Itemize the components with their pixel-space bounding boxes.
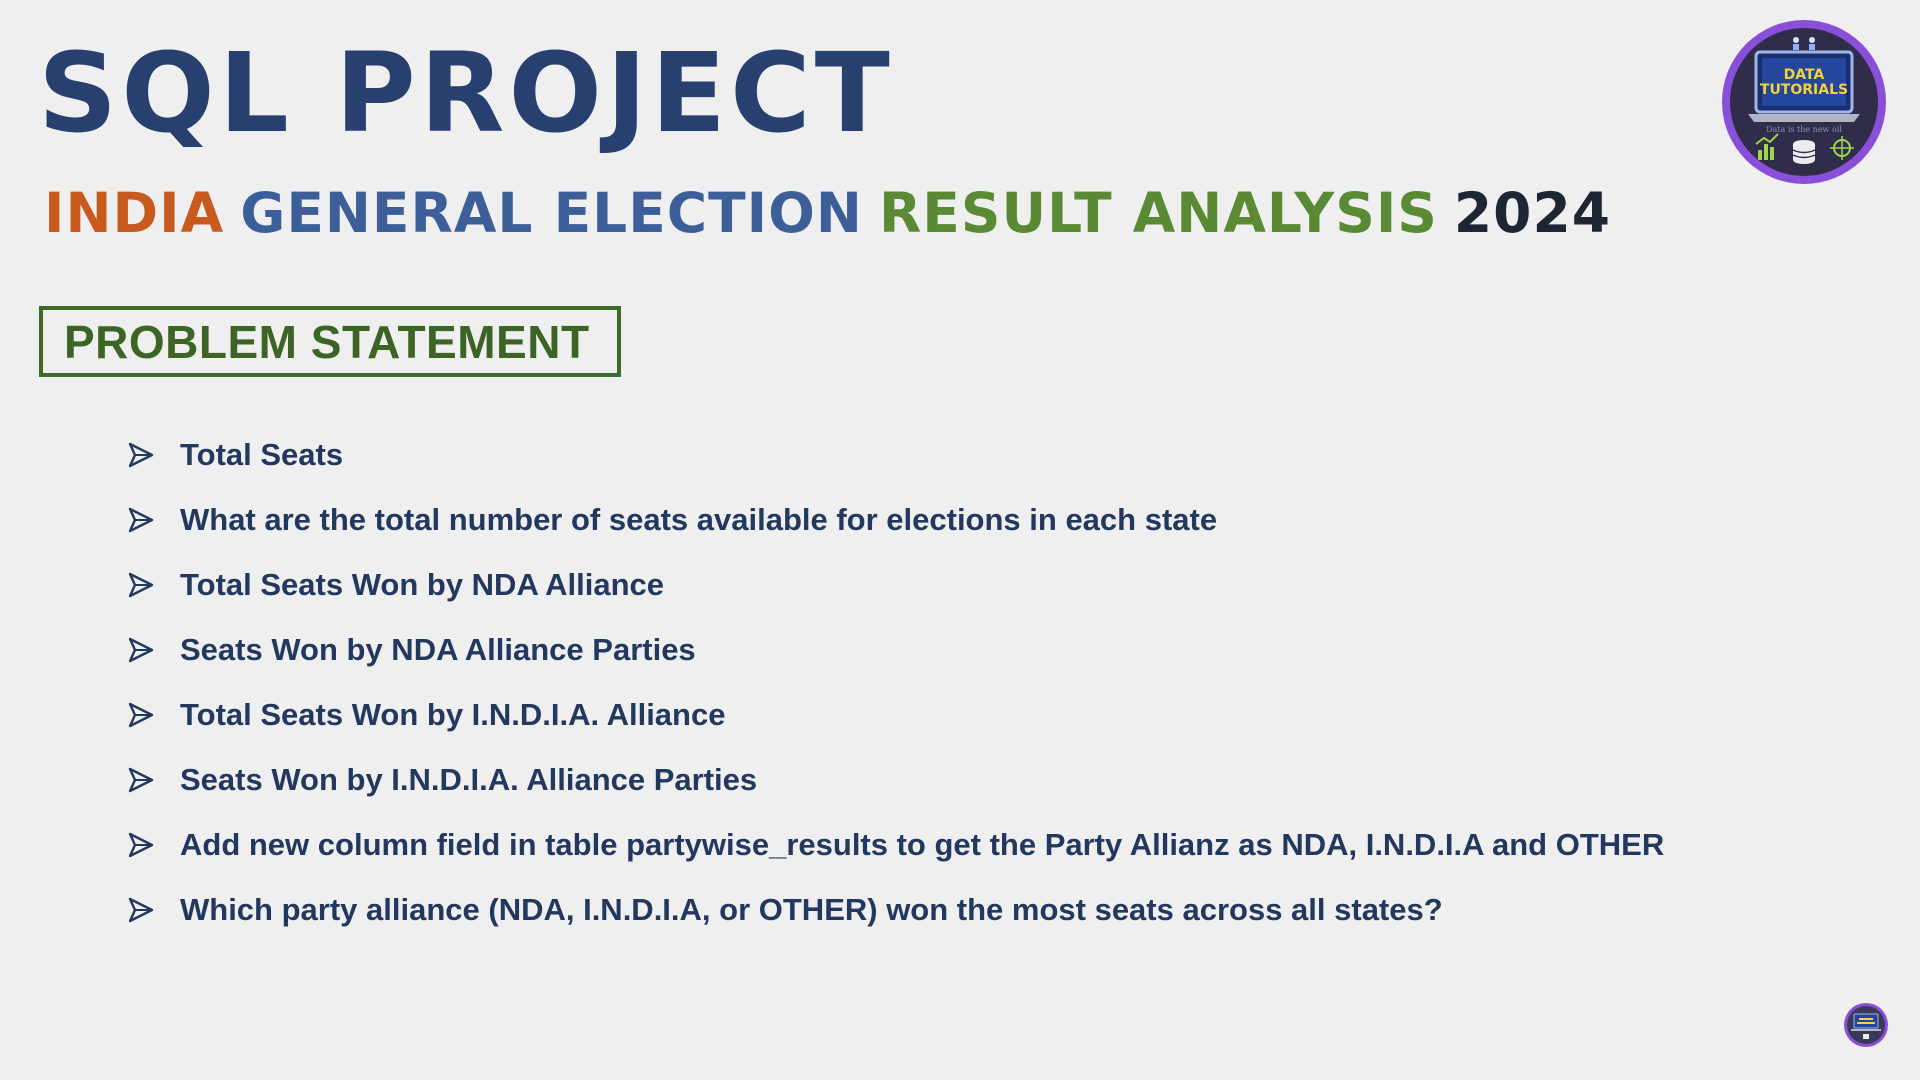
- list-item-text: Total Seats Won by NDA Alliance: [180, 567, 665, 602]
- list-item: Which party alliance (NDA, I.N.D.I.A, or…: [128, 877, 1688, 942]
- arrowhead-icon: [128, 422, 180, 487]
- arrowhead-icon: [128, 487, 180, 552]
- subtitle-year: 2024: [1453, 181, 1611, 245]
- data-tutorials-logo: DATA TUTORIALS Data is the new oil: [1718, 16, 1890, 188]
- list-item-text: What are the total number of seats avail…: [180, 502, 1218, 537]
- list-item-text: Add new column field in table partywise_…: [180, 827, 1665, 862]
- list-item: Total Seats: [128, 422, 1688, 487]
- subtitle-result-analysis: RESULT ANALYSIS: [878, 181, 1438, 245]
- list-item: Seats Won by I.N.D.I.A. Alliance Parties: [128, 747, 1688, 812]
- subtitle-india: INDIA: [44, 181, 225, 245]
- problem-statement-box: PROBLEM STATEMENT: [39, 306, 621, 377]
- arrowhead-icon: [128, 617, 180, 682]
- database-icon: [1792, 140, 1816, 164]
- arrowhead-icon: [128, 552, 180, 617]
- list-item-text: Seats Won by NDA Alliance Parties: [180, 632, 696, 667]
- subtitle-general-election: GENERAL ELECTION: [240, 181, 863, 245]
- arrowhead-icon: [128, 812, 180, 877]
- arrowhead-icon: [128, 682, 180, 747]
- page-title: SQL PROJECT: [38, 29, 894, 157]
- logo-tagline: Data is the new oil: [1766, 125, 1842, 134]
- subtitle: INDIA GENERAL ELECTION RESULT ANALYSIS 2024: [44, 178, 1611, 248]
- arrowhead-icon: [128, 877, 180, 942]
- people-icon: [1793, 37, 1815, 50]
- list-item-text: Total Seats: [180, 437, 344, 472]
- list-item: Total Seats Won by NDA Alliance: [128, 552, 1688, 617]
- list-item: What are the total number of seats avail…: [128, 487, 1688, 552]
- problem-list: Total Seats What are the total number of…: [128, 422, 1688, 942]
- chart-icon: [1755, 133, 1779, 160]
- list-item-text: Which party alliance (NDA, I.N.D.I.A, or…: [180, 892, 1443, 927]
- arrowhead-icon: [128, 747, 180, 812]
- list-item: Add new column field in table partywise_…: [128, 812, 1688, 877]
- list-item-text: Seats Won by I.N.D.I.A. Alliance Parties: [180, 762, 758, 797]
- logo-line1: DATA: [1784, 67, 1825, 83]
- list-item: Seats Won by NDA Alliance Parties: [128, 617, 1688, 682]
- target-icon: [1830, 136, 1854, 160]
- watermark-logo-icon: [1843, 1002, 1889, 1048]
- logo-line2: TUTORIALS: [1760, 82, 1848, 98]
- list-item: Total Seats Won by I.N.D.I.A. Alliance: [128, 682, 1688, 747]
- problem-statement-label: PROBLEM STATEMENT: [64, 315, 590, 368]
- list-item-text: Total Seats Won by I.N.D.I.A. Alliance: [180, 697, 726, 732]
